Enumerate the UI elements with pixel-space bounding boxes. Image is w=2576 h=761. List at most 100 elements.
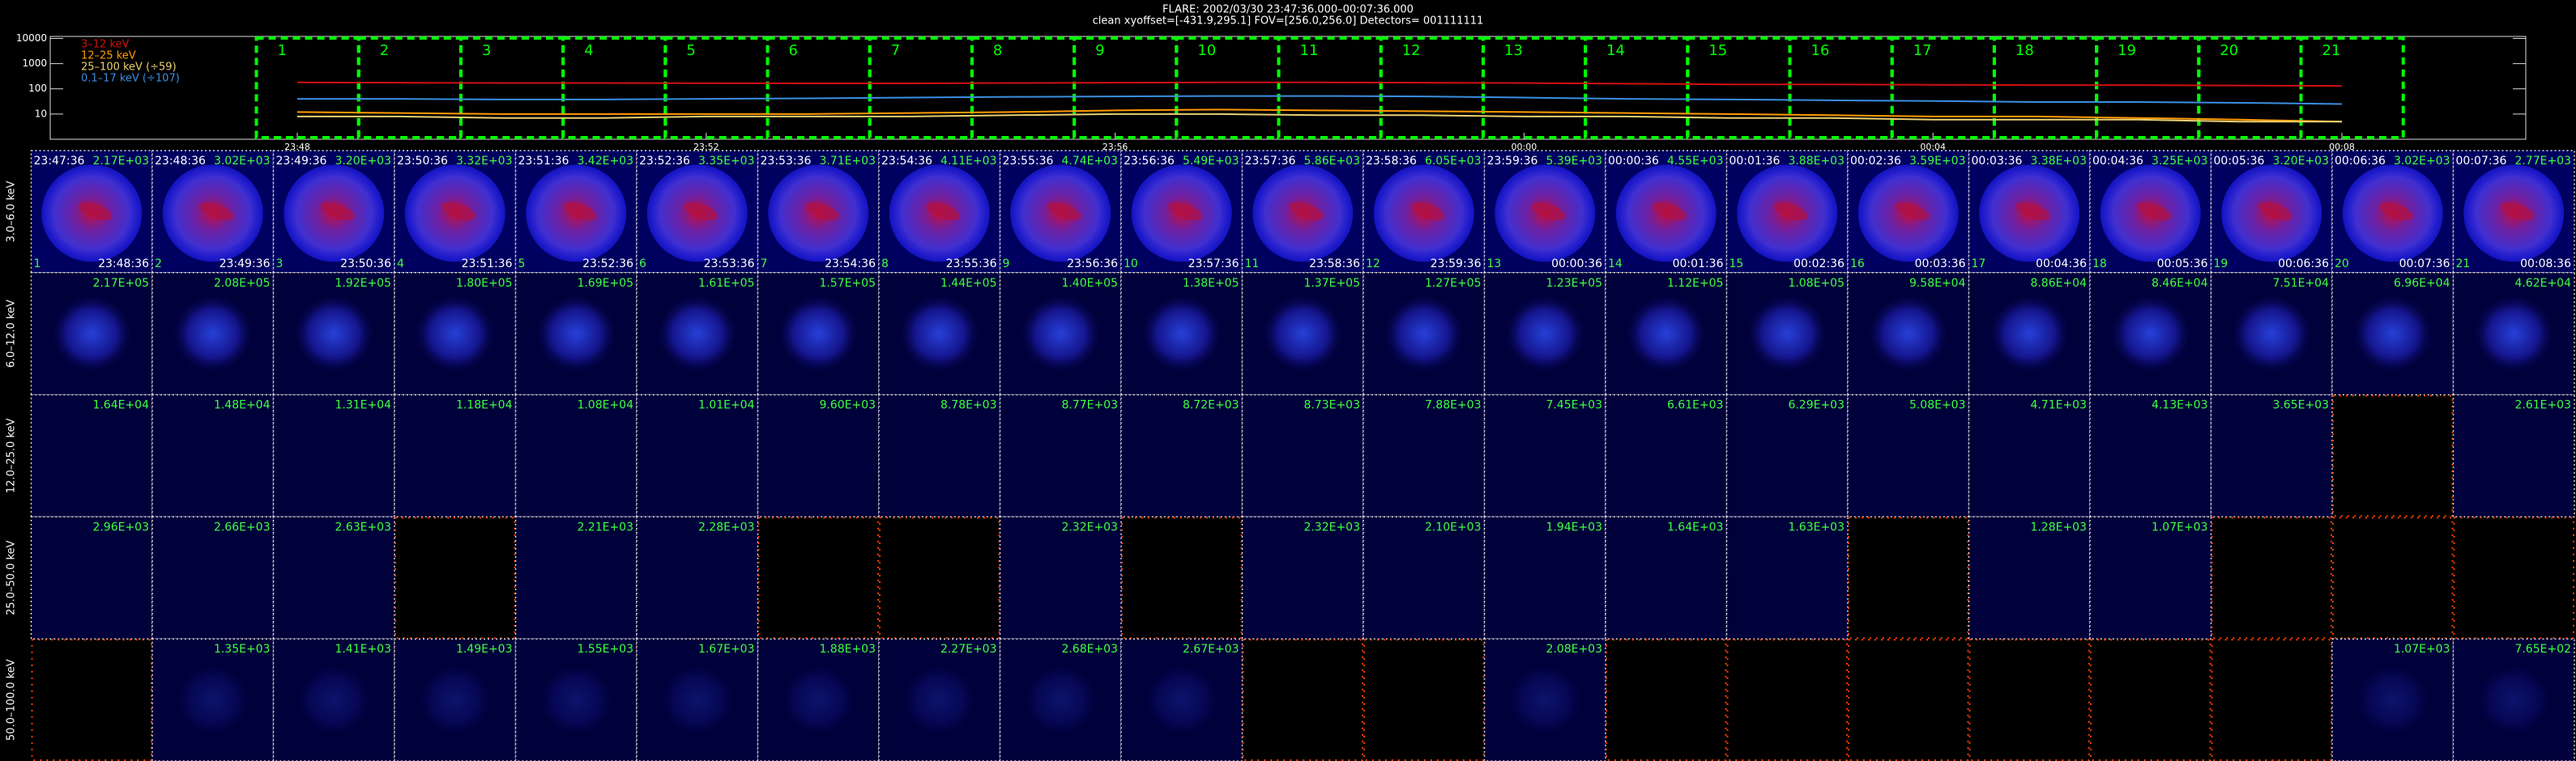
max-label: 1.55E+03 (577, 643, 633, 656)
max-label: 3.42E+03 (577, 155, 633, 168)
max-label: 8.77E+03 (1061, 399, 1118, 412)
start-time: 00:02:36 (1850, 155, 1901, 168)
image-panel (999, 393, 1122, 518)
source-disk (2229, 293, 2314, 375)
end-time: 00:03:36 (1915, 257, 1966, 270)
max-label: 4.74E+03 (1061, 155, 1118, 168)
end-time: 23:57:36 (1188, 257, 1239, 270)
page-title: FLARE: 2002/03/30 23:47:36.000–00:07:36.… (1162, 4, 1414, 16)
max-label: 1.08E+04 (577, 399, 633, 412)
row-label: 25.0–50.0 keV (6, 540, 18, 615)
empty-panel (2090, 639, 2211, 761)
empty-panel (1363, 639, 1485, 761)
start-time: 23:54:36 (881, 155, 932, 168)
source-disk (656, 661, 738, 739)
max-label: 3.25E+03 (2152, 155, 2208, 168)
interval-index: 11 (1245, 257, 1260, 270)
max-label: 4.71E+03 (2030, 399, 2087, 412)
max-label: 3.38E+03 (2030, 155, 2087, 168)
interval-index: 5 (518, 257, 526, 270)
start-time: 23:56:36 (1124, 155, 1175, 168)
end-time: 23:54:36 (825, 257, 876, 270)
max-label: 1.07E+03 (2152, 521, 2208, 534)
max-label: 1.35E+03 (214, 643, 271, 656)
source-core (1531, 202, 1566, 221)
max-label: 2.21E+03 (577, 521, 633, 534)
empty-panel (1848, 639, 1969, 761)
legend-entry: 0.1–17 keV (÷107) (81, 73, 180, 85)
max-label: 2.08E+05 (214, 277, 271, 290)
start-time: 23:53:36 (761, 155, 812, 168)
source-core (199, 202, 234, 221)
max-label: 1.88E+03 (819, 643, 876, 656)
max-label: 2.66E+03 (214, 521, 271, 534)
source-disk (1020, 661, 1102, 739)
row-label: 12.0–25.0 keV (6, 419, 18, 494)
max-label: 3.88E+03 (1788, 155, 1845, 168)
image-panel (272, 516, 395, 640)
source-disk (412, 293, 497, 375)
max-label: 1.48E+04 (214, 399, 271, 412)
source-disk (898, 661, 980, 739)
end-time: 00:00:36 (1551, 257, 1602, 270)
image-panel (757, 393, 880, 518)
max-label: 1.94E+03 (1546, 521, 1602, 534)
max-label: 1.64E+04 (92, 399, 149, 412)
max-label: 1.63E+03 (1788, 521, 1845, 534)
interval-number: 6 (789, 42, 798, 59)
image-panel (394, 393, 517, 518)
source-disk (292, 293, 377, 375)
end-time: 00:01:36 (1673, 257, 1724, 270)
source-disk (1260, 293, 1346, 375)
image-panel (2089, 393, 2212, 518)
source-disk (655, 293, 740, 375)
max-label: 8.86E+04 (2030, 277, 2087, 290)
start-time: 23:51:36 (518, 155, 569, 168)
empty-panel (2211, 517, 2332, 640)
source-disk (2473, 661, 2555, 739)
max-label: 2.28E+03 (698, 521, 755, 534)
interval-index: 2 (155, 257, 162, 270)
max-label: 1.28E+03 (2030, 521, 2087, 534)
interval-index: 8 (881, 257, 889, 270)
interval-index: 10 (1124, 257, 1138, 270)
source-disk (776, 293, 861, 375)
interval-number: 10 (1197, 42, 1216, 59)
max-label: 8.73E+03 (1303, 399, 1360, 412)
image-panel (514, 516, 638, 640)
image-panel (30, 393, 153, 518)
start-time: 00:05:36 (2214, 155, 2265, 168)
end-time: 23:51:36 (462, 257, 513, 270)
interval-number: 12 (1402, 42, 1421, 59)
max-label: 3.71E+03 (819, 155, 876, 168)
interval-number: 21 (2322, 42, 2341, 59)
source-disk (414, 661, 496, 739)
max-label: 6.29E+03 (1788, 399, 1845, 412)
source-core (320, 202, 355, 221)
end-time: 23:52:36 (582, 257, 633, 270)
image-panel (1605, 393, 1728, 518)
source-core (441, 202, 476, 221)
image-panel (1968, 516, 2091, 640)
max-label: 3.65E+03 (2272, 399, 2329, 412)
end-time: 00:07:36 (2399, 257, 2450, 270)
max-label: 6.61E+03 (1667, 399, 1724, 412)
image-panel (1968, 393, 2091, 518)
source-core (2500, 202, 2535, 221)
empty-panel (395, 517, 516, 640)
image-panel (2089, 516, 2212, 640)
max-label: 2.32E+03 (1303, 521, 1360, 534)
start-time: 00:00:36 (1608, 155, 1659, 168)
end-time: 23:55:36 (946, 257, 997, 270)
max-label: 4.13E+03 (2152, 399, 2208, 412)
empty-panel (2211, 639, 2332, 761)
max-label: 8.46E+04 (2152, 277, 2208, 290)
max-label: 3.59E+03 (1909, 155, 1966, 168)
max-label: 5.08E+03 (1909, 399, 1966, 412)
max-label: 8.78E+03 (940, 399, 997, 412)
max-label: 6.96E+04 (2394, 277, 2450, 290)
image-panel (151, 516, 275, 640)
max-label: 1.61E+05 (698, 277, 755, 290)
max-label: 7.65E+02 (2514, 643, 2571, 656)
